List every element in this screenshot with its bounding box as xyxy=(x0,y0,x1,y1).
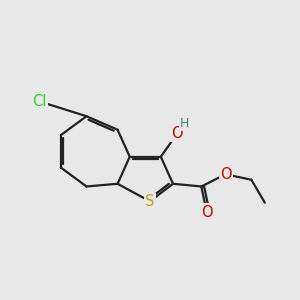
Text: O: O xyxy=(171,126,183,141)
Text: H: H xyxy=(180,117,189,130)
Text: Cl: Cl xyxy=(32,94,46,109)
Text: O: O xyxy=(220,167,232,182)
Text: S: S xyxy=(145,194,155,209)
Text: O: O xyxy=(201,205,213,220)
